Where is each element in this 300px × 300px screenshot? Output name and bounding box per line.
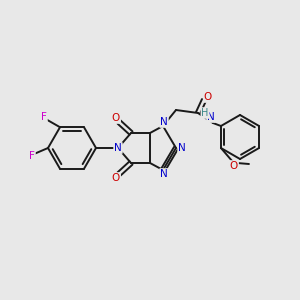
Text: F: F bbox=[41, 112, 47, 122]
Text: O: O bbox=[230, 161, 238, 171]
Text: N: N bbox=[178, 143, 186, 153]
Text: N: N bbox=[207, 112, 215, 122]
Text: H: H bbox=[201, 108, 209, 118]
Text: N: N bbox=[160, 117, 168, 127]
Text: N: N bbox=[160, 169, 168, 179]
Text: O: O bbox=[112, 173, 120, 183]
Text: F: F bbox=[29, 151, 35, 161]
Text: N: N bbox=[114, 143, 122, 153]
Text: O: O bbox=[112, 113, 120, 123]
Text: O: O bbox=[204, 92, 212, 102]
